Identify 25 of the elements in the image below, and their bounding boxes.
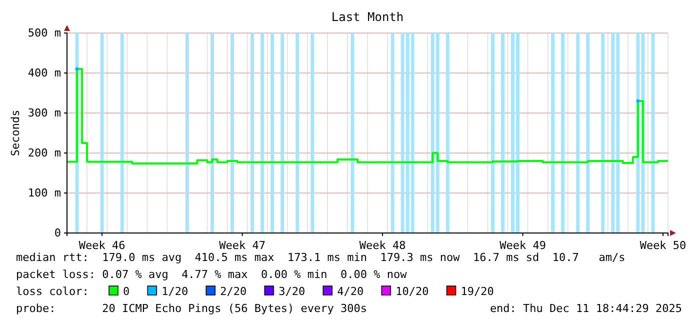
text: median rtt: 179.0 ms avg 410.5 ms max 173.1 ms min 179.3 ms now 16.7 ms sd 10.7 am/s [16, 251, 626, 264]
legend-label: 19/20 [460, 285, 494, 298]
x-tick-label: Week 50 [640, 238, 686, 252]
y-tick-label: 100 m [28, 186, 62, 200]
x-tick-label: Week 46 [78, 238, 126, 252]
text: packet loss: 0.07 % avg 4.77 % max 0.00 % min 0.00 % now [16, 268, 408, 281]
y-tick-label: 200 m [28, 146, 62, 160]
x-tick-label: Week 49 [500, 238, 546, 252]
chart-title: Last Month [331, 10, 404, 24]
y-tick-label: 0 [54, 226, 61, 240]
legend-title: loss color: [16, 285, 89, 298]
legend-label: 1/20 [162, 285, 188, 298]
y-axis-title: Seconds [9, 110, 22, 156]
x-tick-label: Week 48 [359, 238, 406, 252]
y-tick-label: 500 m [28, 26, 62, 40]
text: probe: 20 ICMP Echo Pings (56 Bytes) every 300s [16, 302, 367, 315]
legend-label: 0 [123, 285, 130, 298]
y-tick-label: 400 m [28, 66, 62, 80]
text: end: Thu Dec 11 18:44:29 2025 [490, 302, 682, 315]
y-tick-label: 300 m [28, 106, 62, 120]
legend-label: 4/20 [337, 285, 364, 298]
x-tick-label: Week 47 [219, 238, 266, 252]
legend-label: 10/20 [396, 285, 429, 298]
legend-label: 2/20 [220, 285, 247, 298]
legend-label: 3/20 [278, 285, 306, 298]
